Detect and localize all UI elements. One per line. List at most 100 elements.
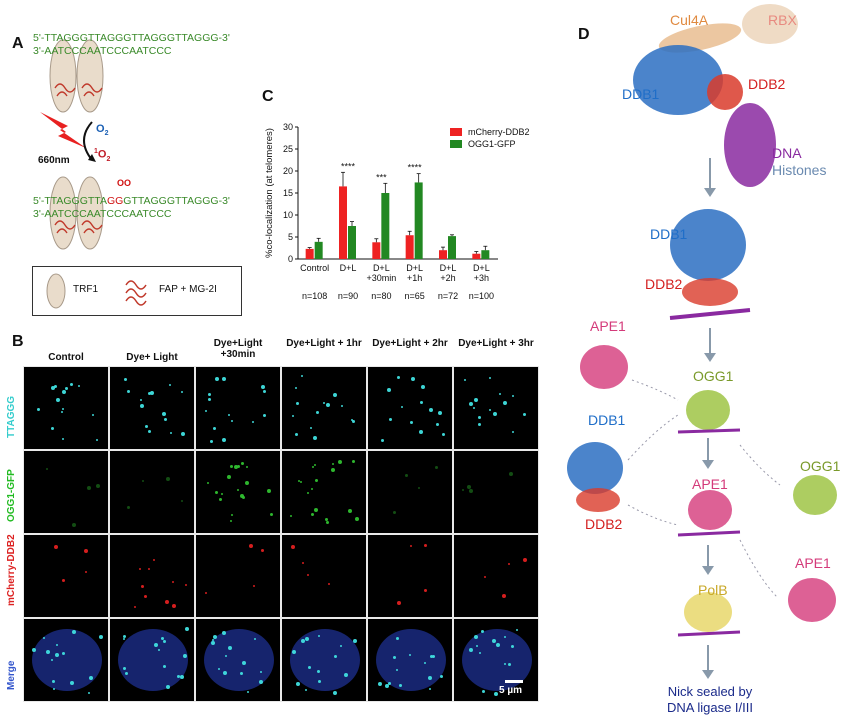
focus-dot bbox=[230, 464, 234, 468]
focus-dot bbox=[53, 687, 56, 690]
focus-dot bbox=[144, 595, 148, 599]
focus-dot bbox=[333, 690, 338, 695]
panel-d-label: D bbox=[578, 26, 590, 43]
bar-mcherry-ddb2 bbox=[472, 253, 481, 259]
focus-dot bbox=[258, 679, 263, 684]
focus-dot bbox=[318, 634, 321, 637]
focus-dot bbox=[317, 670, 321, 674]
focus-dot bbox=[56, 643, 59, 646]
focus-dot bbox=[474, 635, 479, 640]
focus-dot bbox=[502, 401, 507, 406]
focus-dot bbox=[396, 669, 399, 672]
micrograph-r0-c1 bbox=[109, 366, 195, 450]
focus-dot bbox=[184, 627, 189, 632]
bar-mcherry-ddb2 bbox=[372, 242, 381, 259]
focus-dot bbox=[307, 574, 310, 577]
focus-dot bbox=[310, 487, 313, 490]
micrograph-r0-c4 bbox=[367, 366, 453, 450]
focus-dot bbox=[318, 679, 322, 683]
focus-dot bbox=[123, 666, 127, 670]
focus-dot bbox=[46, 467, 49, 470]
focus-dot bbox=[46, 649, 51, 654]
focus-dot bbox=[147, 430, 151, 434]
focus-dot bbox=[313, 464, 316, 467]
focus-dot bbox=[290, 514, 293, 517]
micrograph-r1-c5 bbox=[453, 450, 539, 534]
focus-dot bbox=[217, 667, 220, 670]
focus-dot bbox=[99, 634, 104, 639]
focus-dot bbox=[463, 378, 466, 381]
focus-dot bbox=[409, 544, 412, 547]
focus-dot bbox=[88, 691, 91, 694]
y-tick-label: 10 bbox=[283, 210, 293, 220]
focus-dot bbox=[494, 691, 499, 696]
focus-dot bbox=[85, 571, 88, 574]
focus-dot bbox=[147, 392, 151, 396]
focus-dot bbox=[220, 493, 223, 496]
ogg1-label-center: OGG1 bbox=[693, 368, 734, 384]
n-label: n=90 bbox=[338, 291, 358, 301]
nucleus-blob bbox=[376, 629, 446, 691]
panel-a-label: A bbox=[12, 35, 24, 52]
bar-ogg1-gfp bbox=[381, 193, 390, 259]
focus-dot bbox=[501, 593, 506, 598]
focus-dot bbox=[381, 439, 385, 443]
micrograph-r2-c1 bbox=[109, 534, 195, 618]
focus-dot bbox=[184, 584, 187, 587]
focus-dot bbox=[507, 662, 511, 666]
focus-dot bbox=[492, 638, 497, 643]
ddb1-label-middle: DDB1 bbox=[650, 226, 688, 242]
micrograph-r3-c4 bbox=[367, 618, 453, 702]
micrograph-r3-c2 bbox=[195, 618, 281, 702]
rbx-label: RBX bbox=[768, 12, 797, 28]
focus-dot bbox=[312, 436, 317, 441]
y-axis-label: %co-localization (at telomeres) bbox=[264, 128, 275, 258]
scale-bar-label: 5 µm bbox=[499, 685, 522, 696]
ddb1-structure-top bbox=[633, 45, 723, 115]
micrograph-r0-c5 bbox=[453, 366, 539, 450]
focus-dot bbox=[351, 419, 355, 423]
focus-dot bbox=[134, 605, 137, 608]
oxo-mark: OO bbox=[117, 178, 132, 188]
focus-dot bbox=[95, 439, 98, 441]
focus-dot bbox=[72, 522, 76, 527]
focus-dot bbox=[241, 496, 245, 500]
x-tick-label: D+L bbox=[473, 263, 490, 273]
legend-swatch bbox=[450, 128, 462, 136]
focus-dot bbox=[462, 488, 464, 491]
focus-dot bbox=[341, 404, 344, 407]
focus-dot bbox=[484, 576, 487, 579]
focus-dot bbox=[69, 680, 74, 685]
lightning-icon bbox=[40, 112, 86, 148]
focus-dot bbox=[181, 431, 186, 436]
n-label: n=100 bbox=[469, 291, 494, 301]
focus-dot bbox=[247, 691, 250, 694]
focus-dot bbox=[204, 592, 207, 595]
focus-dot bbox=[158, 648, 161, 651]
focus-dot bbox=[51, 426, 55, 430]
focus-dot bbox=[240, 462, 244, 466]
micrograph-r2-c0 bbox=[23, 534, 109, 618]
focus-dot bbox=[298, 480, 301, 483]
focus-dot bbox=[409, 654, 412, 657]
y-tick-label: 20 bbox=[283, 166, 293, 176]
focus-dot bbox=[441, 433, 445, 437]
focus-dot bbox=[177, 674, 181, 678]
focus-dot bbox=[170, 431, 173, 434]
focus-dot bbox=[352, 460, 356, 464]
trf1-fap-figure-top bbox=[49, 39, 104, 113]
focus-dot bbox=[225, 655, 228, 658]
focus-dot bbox=[230, 420, 233, 423]
scale-bar bbox=[505, 680, 523, 683]
dna-label: DNA bbox=[772, 145, 802, 161]
focus-dot bbox=[301, 375, 304, 378]
focus-dot bbox=[311, 512, 315, 516]
focus-dot bbox=[261, 384, 266, 389]
micrograph-r0-c3 bbox=[281, 366, 367, 450]
focus-dot bbox=[430, 654, 434, 658]
x-tick-label: +1h bbox=[407, 273, 422, 283]
ddb2-structure-left bbox=[576, 488, 620, 512]
focus-dot bbox=[423, 662, 426, 665]
focus-dot bbox=[440, 675, 444, 679]
y-tick-label: 5 bbox=[288, 232, 293, 242]
